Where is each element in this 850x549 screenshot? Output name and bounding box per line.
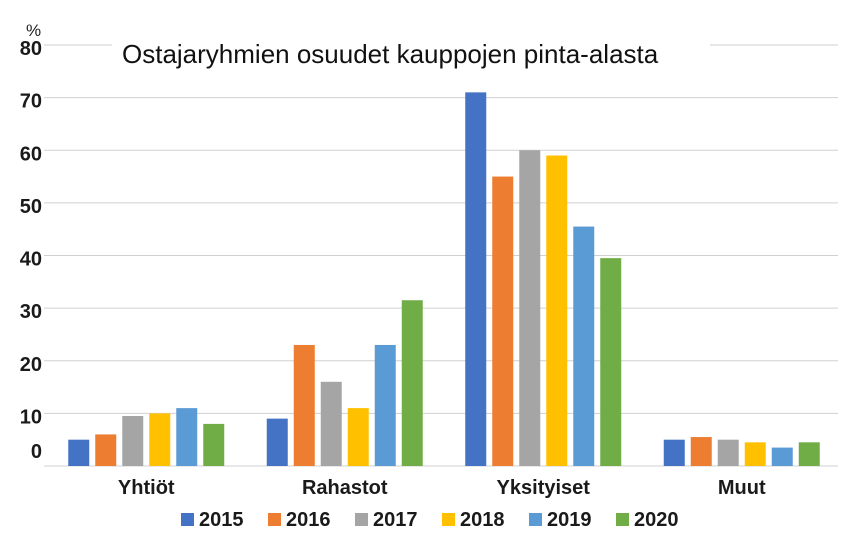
bar-Muut-2019 [771, 447, 793, 466]
legend-swatch-2018 [442, 513, 455, 526]
bar-Muut-2018 [744, 442, 766, 466]
bar-Rahastot-2019 [374, 344, 396, 466]
bar-Yksityiset-2015 [465, 92, 487, 467]
y-axis-ticks: 0 10 20 30 40 50 60 70 80 [20, 38, 42, 463]
y-tick-label: 10 [20, 406, 42, 428]
bar-Yksityiset-2017 [519, 150, 541, 466]
title-background [112, 32, 710, 72]
x-tick-label: Yhtiöt [118, 477, 175, 499]
bar-Rahastot-2015 [266, 418, 288, 466]
legend-swatch-2016 [268, 513, 281, 526]
chart-title: Ostajaryhmien osuudet kauppojen pinta-al… [122, 39, 659, 69]
bars [68, 92, 820, 467]
legend-label: 2020 [634, 509, 679, 531]
legend-swatch-2020 [616, 513, 629, 526]
legend-label: 2018 [460, 509, 505, 531]
y-tick-label: 30 [20, 301, 42, 323]
bar-Muut-2020 [798, 442, 820, 466]
legend-label: 2015 [199, 509, 244, 531]
y-tick-label: 60 [20, 143, 42, 165]
y-tick-label: 50 [20, 196, 42, 218]
y-axis-unit-label: % [26, 21, 41, 40]
bar-Rahastot-2016 [293, 344, 315, 466]
bar-Yksityiset-2019 [573, 226, 595, 466]
legend-label: 2016 [286, 509, 331, 531]
y-tick-label: 0 [31, 441, 42, 463]
legend: 2015 2016 2017 2018 2019 2020 [181, 509, 679, 531]
legend-swatch-2015 [181, 513, 194, 526]
x-axis-ticks: Yhtiöt Rahastot Yksityiset Muut [118, 477, 766, 499]
bar-Muut-2015 [663, 439, 685, 466]
legend-label: 2017 [373, 509, 418, 531]
y-tick-label: 20 [20, 354, 42, 376]
x-tick-label: Yksityiset [497, 477, 591, 499]
y-tick-label: 80 [20, 38, 42, 60]
bar-Yhtiöt-2019 [176, 408, 198, 466]
x-tick-label: Muut [718, 477, 766, 499]
x-tick-label: Rahastot [302, 477, 388, 499]
y-tick-label: 70 [20, 91, 42, 113]
bar-Yhtiöt-2016 [95, 434, 117, 466]
bar-Rahastot-2018 [347, 408, 369, 466]
legend-swatch-2017 [355, 513, 368, 526]
legend-swatch-2019 [529, 513, 542, 526]
bar-Yksityiset-2016 [492, 176, 514, 466]
bar-Yksityiset-2020 [600, 258, 622, 466]
bar-Yhtiöt-2017 [122, 416, 144, 466]
y-tick-label: 40 [20, 249, 42, 271]
gridlines [44, 44, 838, 467]
bar-Yksityiset-2018 [546, 155, 568, 466]
bar-Rahastot-2020 [401, 300, 423, 466]
bar-Muut-2016 [690, 437, 712, 466]
bar-Yhtiöt-2018 [149, 413, 171, 466]
bar-Yhtiöt-2020 [203, 423, 225, 466]
bar-Muut-2017 [717, 439, 739, 466]
legend-label: 2019 [547, 509, 592, 531]
bar-Rahastot-2017 [320, 381, 342, 466]
bar-Yhtiöt-2015 [68, 439, 90, 466]
